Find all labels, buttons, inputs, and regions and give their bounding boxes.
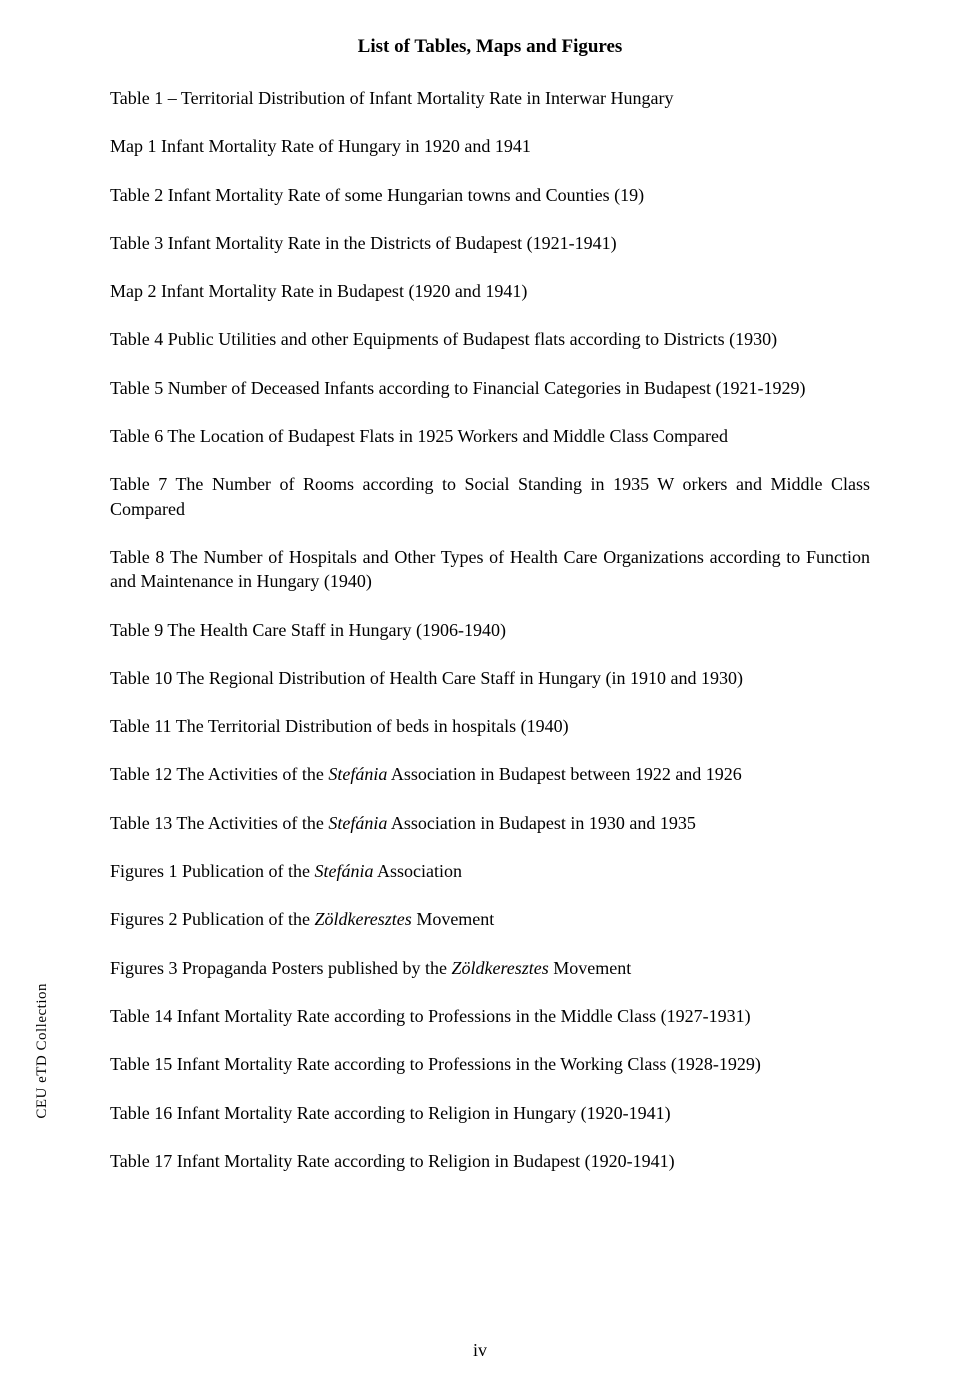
list-entry: Table 17 Infant Mortality Rate according…	[110, 1149, 870, 1173]
list-entry: Map 2 Infant Mortality Rate in Budapest …	[110, 279, 870, 303]
entry-text-pre: Map 1 Infant Mortality Rate of Hungary i…	[110, 136, 531, 156]
list-entry: Table 14 Infant Mortality Rate according…	[110, 1004, 870, 1028]
entry-text-pre: Figures 1 Publication of the	[110, 861, 314, 881]
entry-text-pre: Table 17 Infant Mortality Rate according…	[110, 1151, 675, 1171]
entry-text-pre: Table 16 Infant Mortality Rate according…	[110, 1103, 671, 1123]
page-container: List of Tables, Maps and Figures Table 1…	[0, 0, 960, 1389]
list-entry: Table 3 Infant Mortality Rate in the Dis…	[110, 231, 870, 255]
list-entry: Table 15 Infant Mortality Rate according…	[110, 1052, 870, 1076]
entry-text-pre: Table 8 The Number of Hospitals and Othe…	[110, 547, 870, 591]
entry-text-italic: Stefánia	[328, 813, 387, 833]
list-entry: Table 8 The Number of Hospitals and Othe…	[110, 545, 870, 594]
entry-text-pre: Table 9 The Health Care Staff in Hungary…	[110, 620, 506, 640]
entry-text-italic: Stefánia	[328, 764, 387, 784]
entry-text-pre: Table 13 The Activities of the	[110, 813, 328, 833]
entry-text-post: Movement	[412, 909, 495, 929]
list-entry: Table 12 The Activities of the Stefánia …	[110, 762, 870, 786]
entry-text-italic: Zöldkeresztes	[451, 958, 548, 978]
entry-text-pre: Table 7 The Number of Rooms according to…	[110, 474, 870, 518]
entry-text-pre: Table 12 The Activities of the	[110, 764, 328, 784]
list-entry: Figures 3 Propaganda Posters published b…	[110, 956, 870, 980]
list-entry: Table 5 Number of Deceased Infants accor…	[110, 376, 870, 400]
entry-text-pre: Table 10 The Regional Distribution of He…	[110, 668, 743, 688]
list-entry: Table 16 Infant Mortality Rate according…	[110, 1101, 870, 1125]
entry-text-italic: Zöldkeresztes	[314, 909, 411, 929]
list-entry: Table 2 Infant Mortality Rate of some Hu…	[110, 183, 870, 207]
list-entry: Map 1 Infant Mortality Rate of Hungary i…	[110, 134, 870, 158]
page-title: List of Tables, Maps and Figures	[110, 36, 870, 58]
entry-text-post: Movement	[549, 958, 632, 978]
page-number: iv	[0, 1340, 960, 1361]
entries-list: Table 1 – Territorial Distribution of In…	[110, 86, 870, 1173]
entry-text-post: Association	[373, 861, 462, 881]
entry-text-pre: Table 5 Number of Deceased Infants accor…	[110, 378, 806, 398]
entry-text-pre: Figures 3 Propaganda Posters published b…	[110, 958, 451, 978]
entry-text-pre: Table 15 Infant Mortality Rate according…	[110, 1054, 761, 1074]
list-entry: Table 1 – Territorial Distribution of In…	[110, 86, 870, 110]
list-entry: Table 9 The Health Care Staff in Hungary…	[110, 618, 870, 642]
sidebar-collection-label: CEU eTD Collection	[34, 983, 51, 1119]
list-entry: Table 4 Public Utilities and other Equip…	[110, 327, 870, 351]
list-entry: Table 13 The Activities of the Stefánia …	[110, 811, 870, 835]
entry-text-pre: Table 1 – Territorial Distribution of In…	[110, 88, 674, 108]
entry-text-pre: Figures 2 Publication of the	[110, 909, 314, 929]
list-entry: Figures 2 Publication of the Zöldkereszt…	[110, 907, 870, 931]
entry-text-pre: Table 6 The Location of Budapest Flats i…	[110, 426, 728, 446]
entry-text-pre: Table 11 The Territorial Distribution of…	[110, 716, 569, 736]
list-entry: Table 6 The Location of Budapest Flats i…	[110, 424, 870, 448]
list-entry: Table 11 The Territorial Distribution of…	[110, 714, 870, 738]
entry-text-pre: Map 2 Infant Mortality Rate in Budapest …	[110, 281, 527, 301]
list-entry: Table 7 The Number of Rooms according to…	[110, 472, 870, 521]
entry-text-post: Association in Budapest in 1930 and 1935	[387, 813, 695, 833]
entry-text-pre: Table 2 Infant Mortality Rate of some Hu…	[110, 185, 644, 205]
entry-text-italic: Stefánia	[314, 861, 373, 881]
entry-text-post: Association in Budapest between 1922 and…	[387, 764, 741, 784]
entry-text-pre: Table 14 Infant Mortality Rate according…	[110, 1006, 751, 1026]
list-entry: Figures 1 Publication of the Stefánia As…	[110, 859, 870, 883]
entry-text-pre: Table 4 Public Utilities and other Equip…	[110, 329, 777, 349]
entry-text-pre: Table 3 Infant Mortality Rate in the Dis…	[110, 233, 617, 253]
list-entry: Table 10 The Regional Distribution of He…	[110, 666, 870, 690]
